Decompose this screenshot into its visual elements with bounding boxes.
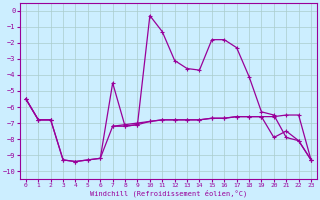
X-axis label: Windchill (Refroidissement éolien,°C): Windchill (Refroidissement éolien,°C) xyxy=(90,190,247,197)
